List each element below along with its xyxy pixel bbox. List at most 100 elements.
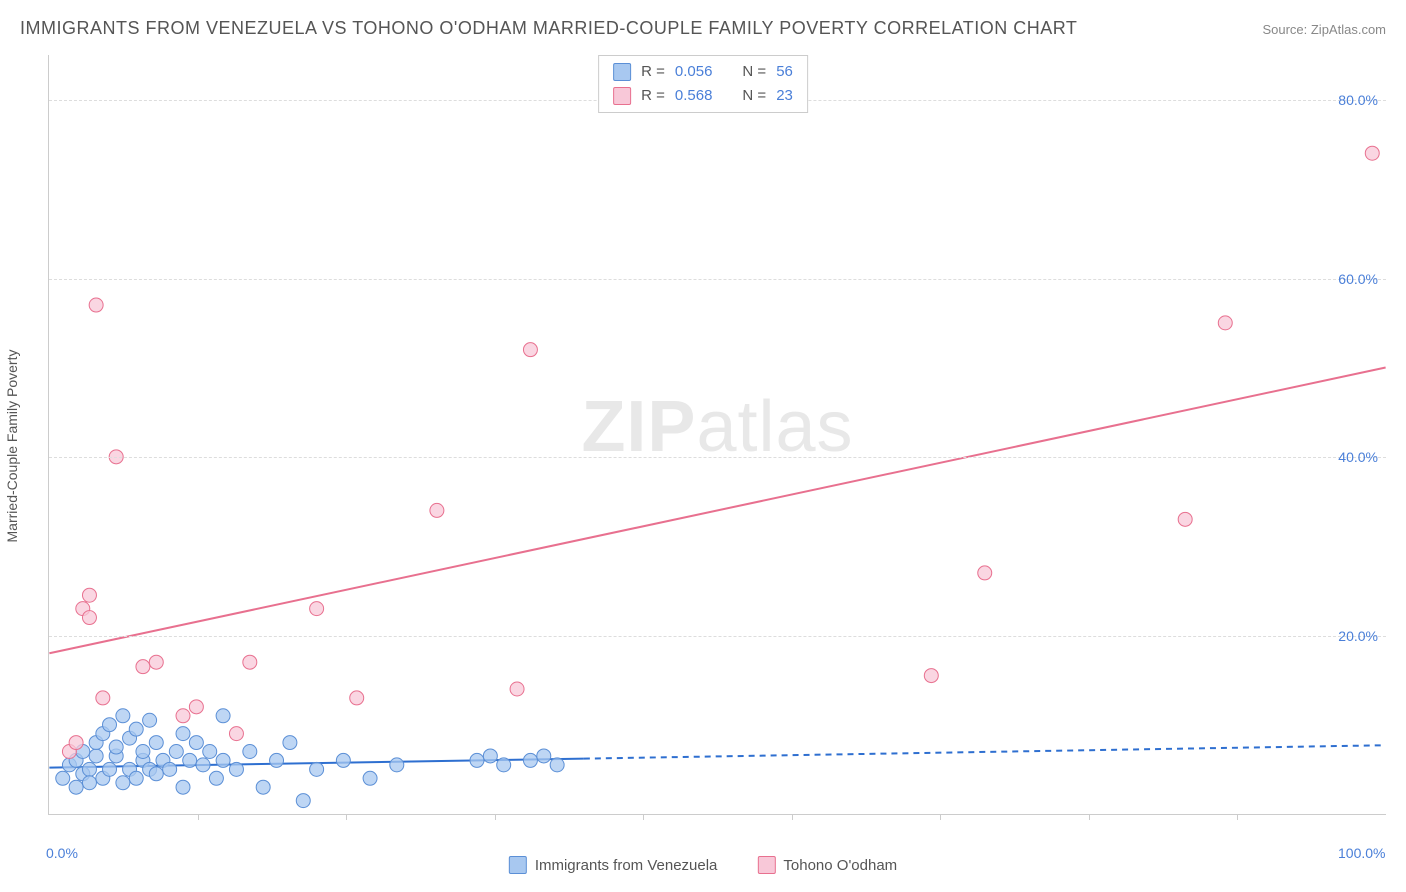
data-point <box>96 691 110 705</box>
data-point <box>89 298 103 312</box>
x-minor-tick <box>792 814 793 820</box>
data-point <box>149 736 163 750</box>
data-point <box>103 718 117 732</box>
data-point <box>497 758 511 772</box>
legend-r-label: R = <box>641 60 665 84</box>
y-tick-label: 60.0% <box>1338 271 1378 287</box>
x-tick-max: 100.0% <box>1338 845 1385 861</box>
data-point <box>1178 512 1192 526</box>
data-point <box>103 762 117 776</box>
legend-series: Immigrants from Venezuela Tohono O'odham <box>509 856 897 874</box>
data-point <box>483 749 497 763</box>
legend-swatch <box>509 856 527 874</box>
data-point <box>136 660 150 674</box>
data-point <box>129 771 143 785</box>
legend-n-value: 56 <box>776 60 793 84</box>
data-point <box>523 343 537 357</box>
data-point <box>523 753 537 767</box>
x-minor-tick <box>1089 814 1090 820</box>
y-tick-label: 80.0% <box>1338 92 1378 108</box>
legend-series-label: Immigrants from Venezuela <box>535 857 718 874</box>
data-point <box>470 753 484 767</box>
x-minor-tick <box>1237 814 1238 820</box>
legend-correlation-row: R = 0.568 N = 23 <box>613 84 793 108</box>
legend-series-item: Tohono O'odham <box>757 856 897 874</box>
x-minor-tick <box>346 814 347 820</box>
legend-swatch <box>613 63 631 81</box>
data-point <box>510 682 524 696</box>
gridline <box>49 457 1386 458</box>
data-point <box>537 749 551 763</box>
data-point <box>924 669 938 683</box>
data-point <box>243 745 257 759</box>
x-minor-tick <box>495 814 496 820</box>
legend-n-label: N = <box>742 84 766 108</box>
data-point <box>82 588 96 602</box>
data-point <box>189 700 203 714</box>
legend-correlation: R = 0.056 N = 56 R = 0.568 N = 23 <box>598 55 808 113</box>
chart-svg <box>49 55 1386 814</box>
data-point <box>390 758 404 772</box>
data-point <box>229 727 243 741</box>
data-point <box>82 776 96 790</box>
legend-series-label: Tohono O'odham <box>783 857 897 874</box>
data-point <box>209 771 223 785</box>
data-point <box>310 602 324 616</box>
data-point <box>116 776 130 790</box>
data-point <box>183 753 197 767</box>
data-point <box>176 709 190 723</box>
data-point <box>136 745 150 759</box>
data-point <box>256 780 270 794</box>
legend-swatch <box>613 87 631 105</box>
data-point <box>430 503 444 517</box>
chart-title: IMMIGRANTS FROM VENEZUELA VS TOHONO O'OD… <box>20 18 1077 39</box>
legend-r-label: R = <box>641 84 665 108</box>
data-point <box>163 762 177 776</box>
regression-line <box>49 368 1385 654</box>
data-point <box>216 753 230 767</box>
y-axis-label: Married-Couple Family Poverty <box>4 350 20 543</box>
y-tick-label: 40.0% <box>1338 449 1378 465</box>
data-point <box>149 655 163 669</box>
x-minor-tick <box>643 814 644 820</box>
plot-area: ZIPatlas 20.0%40.0%60.0%80.0% <box>48 55 1386 815</box>
x-minor-tick <box>198 814 199 820</box>
data-point <box>169 745 183 759</box>
gridline <box>49 279 1386 280</box>
data-point <box>82 762 96 776</box>
data-point <box>229 762 243 776</box>
data-point <box>189 736 203 750</box>
y-tick-label: 20.0% <box>1338 628 1378 644</box>
legend-series-item: Immigrants from Venezuela <box>509 856 718 874</box>
data-point <box>978 566 992 580</box>
data-point <box>550 758 564 772</box>
data-point <box>176 780 190 794</box>
data-point <box>1218 316 1232 330</box>
data-point <box>149 767 163 781</box>
data-point <box>143 713 157 727</box>
data-point <box>363 771 377 785</box>
data-point <box>310 762 324 776</box>
data-point <box>270 753 284 767</box>
data-point <box>296 794 310 808</box>
data-point <box>116 709 130 723</box>
legend-correlation-row: R = 0.056 N = 56 <box>613 60 793 84</box>
data-point <box>1365 146 1379 160</box>
data-point <box>216 709 230 723</box>
data-point <box>82 611 96 625</box>
source-attribution: Source: ZipAtlas.com <box>1262 22 1386 37</box>
data-point <box>89 749 103 763</box>
data-point <box>129 722 143 736</box>
data-point <box>283 736 297 750</box>
data-point <box>336 753 350 767</box>
data-point <box>196 758 210 772</box>
data-point <box>203 745 217 759</box>
x-minor-tick <box>940 814 941 820</box>
gridline <box>49 636 1386 637</box>
data-point <box>56 771 70 785</box>
legend-swatch <box>757 856 775 874</box>
data-point <box>69 780 83 794</box>
legend-n-value: 23 <box>776 84 793 108</box>
legend-r-value: 0.056 <box>675 60 713 84</box>
data-point <box>176 727 190 741</box>
